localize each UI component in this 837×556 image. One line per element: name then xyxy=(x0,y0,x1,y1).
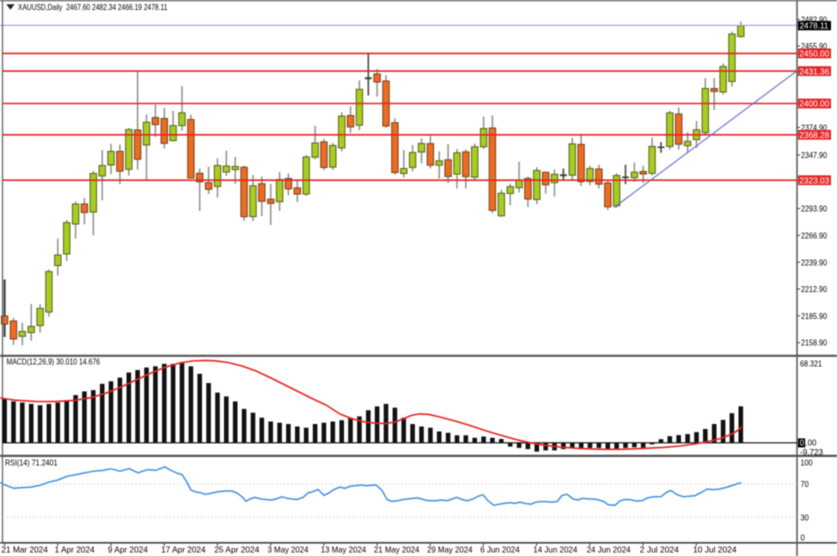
svg-text:2212.90: 2212.90 xyxy=(801,284,827,294)
svg-text:2482.90: 2482.90 xyxy=(801,15,827,25)
svg-text:10 Jul 2024: 10 Jul 2024 xyxy=(693,545,737,555)
svg-text:2158.90: 2158.90 xyxy=(801,338,827,348)
svg-text:2239.90: 2239.90 xyxy=(801,257,827,267)
svg-text:29 May 2024: 29 May 2024 xyxy=(427,545,473,555)
svg-text:13 May 2024: 13 May 2024 xyxy=(321,545,367,555)
svg-text:6 Jun 2024: 6 Jun 2024 xyxy=(480,545,520,555)
svg-text:2 Jul 2024: 2 Jul 2024 xyxy=(640,545,679,555)
svg-text:2266.90: 2266.90 xyxy=(801,230,827,240)
svg-text:21 May 2024: 21 May 2024 xyxy=(374,545,420,555)
svg-text:0: 0 xyxy=(800,438,805,448)
svg-text:100: 100 xyxy=(801,458,813,468)
svg-text:2374.90: 2374.90 xyxy=(801,122,827,132)
svg-text:1 Apr 2024: 1 Apr 2024 xyxy=(55,545,95,555)
svg-text:2478.11: 2478.11 xyxy=(800,21,829,31)
svg-text:14 Jun 2024: 14 Jun 2024 xyxy=(533,545,577,555)
svg-text:.00: .00 xyxy=(805,438,816,448)
svg-text:2323.03: 2323.03 xyxy=(799,175,829,185)
svg-text:2368.28: 2368.28 xyxy=(799,130,829,140)
svg-text:68.321: 68.321 xyxy=(800,358,822,368)
svg-text:70: 70 xyxy=(801,479,810,489)
svg-text:2185.90: 2185.90 xyxy=(801,311,827,321)
svg-text:2450.00: 2450.00 xyxy=(799,49,829,59)
svg-text:2347.90: 2347.90 xyxy=(801,150,827,160)
svg-text:24 Jun 2024: 24 Jun 2024 xyxy=(587,545,631,555)
svg-text:2431.36: 2431.36 xyxy=(799,66,829,76)
svg-text:9 Apr 2024: 9 Apr 2024 xyxy=(108,545,148,555)
svg-text:MACD(12,26,9) 30.010 14.676: MACD(12,26,9) 30.010 14.676 xyxy=(7,356,101,366)
svg-text:2293.90: 2293.90 xyxy=(801,204,827,214)
svg-text:3 May 2024: 3 May 2024 xyxy=(268,545,309,555)
svg-text:17 Apr 2024: 17 Apr 2024 xyxy=(161,545,206,555)
svg-text:21 Mar 2024: 21 Mar 2024 xyxy=(1,545,48,555)
svg-text:-9.723: -9.723 xyxy=(800,447,823,457)
svg-text:0: 0 xyxy=(801,533,806,543)
svg-text:2455.90: 2455.90 xyxy=(801,41,827,51)
svg-text:RSI(14) 71.2401: RSI(14) 71.2401 xyxy=(5,458,58,468)
svg-text:2400.00: 2400.00 xyxy=(799,99,829,109)
svg-text:XAUUSD,Daily 2467.60 2482.34: XAUUSD,Daily 2467.60 2482.34 2466.19 247… xyxy=(18,2,168,12)
svg-text:30: 30 xyxy=(801,513,810,523)
svg-text:25 Apr 2024: 25 Apr 2024 xyxy=(214,545,259,555)
